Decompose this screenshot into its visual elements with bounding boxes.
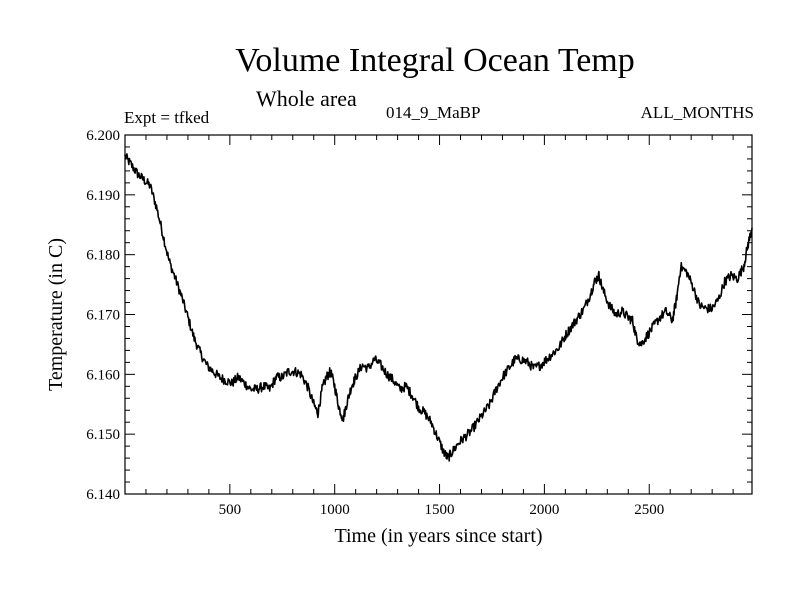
experiment-label: Expt = tfked (124, 108, 210, 127)
y-tick-label: 6.150 (86, 427, 120, 443)
x-tick-label: 2000 (529, 502, 559, 518)
x-tick-label: 500 (219, 502, 242, 518)
x-tick-label: 2500 (634, 502, 664, 518)
y-tick-label: 6.160 (86, 367, 120, 383)
plot-area: 6.140 6.150 6.160 6.170 6.180 6.190 6.200 500 10… (45, 128, 753, 547)
y-axis-label: Temperature (in C) (45, 238, 67, 391)
run-label: 014_9_MaBP (386, 103, 481, 122)
y-tick-label: 6.200 (86, 128, 120, 144)
series-line (124, 153, 753, 462)
x-tick-label: 1000 (320, 502, 350, 518)
y-tick-label: 6.190 (86, 188, 120, 204)
months-label: ALL_MONTHS (640, 103, 754, 122)
chart-title: Volume Integral Ocean Temp (235, 42, 635, 79)
chart-subtitle: Whole area (256, 86, 357, 111)
y-tick-label: 6.140 (86, 487, 120, 503)
plot-frame (124, 134, 753, 495)
y-tick-label: 6.180 (86, 248, 120, 264)
x-tick-label: 1500 (425, 502, 455, 518)
x-axis-label: Time (in years since start) (334, 525, 542, 547)
y-tick-label: 6.170 (86, 308, 120, 324)
